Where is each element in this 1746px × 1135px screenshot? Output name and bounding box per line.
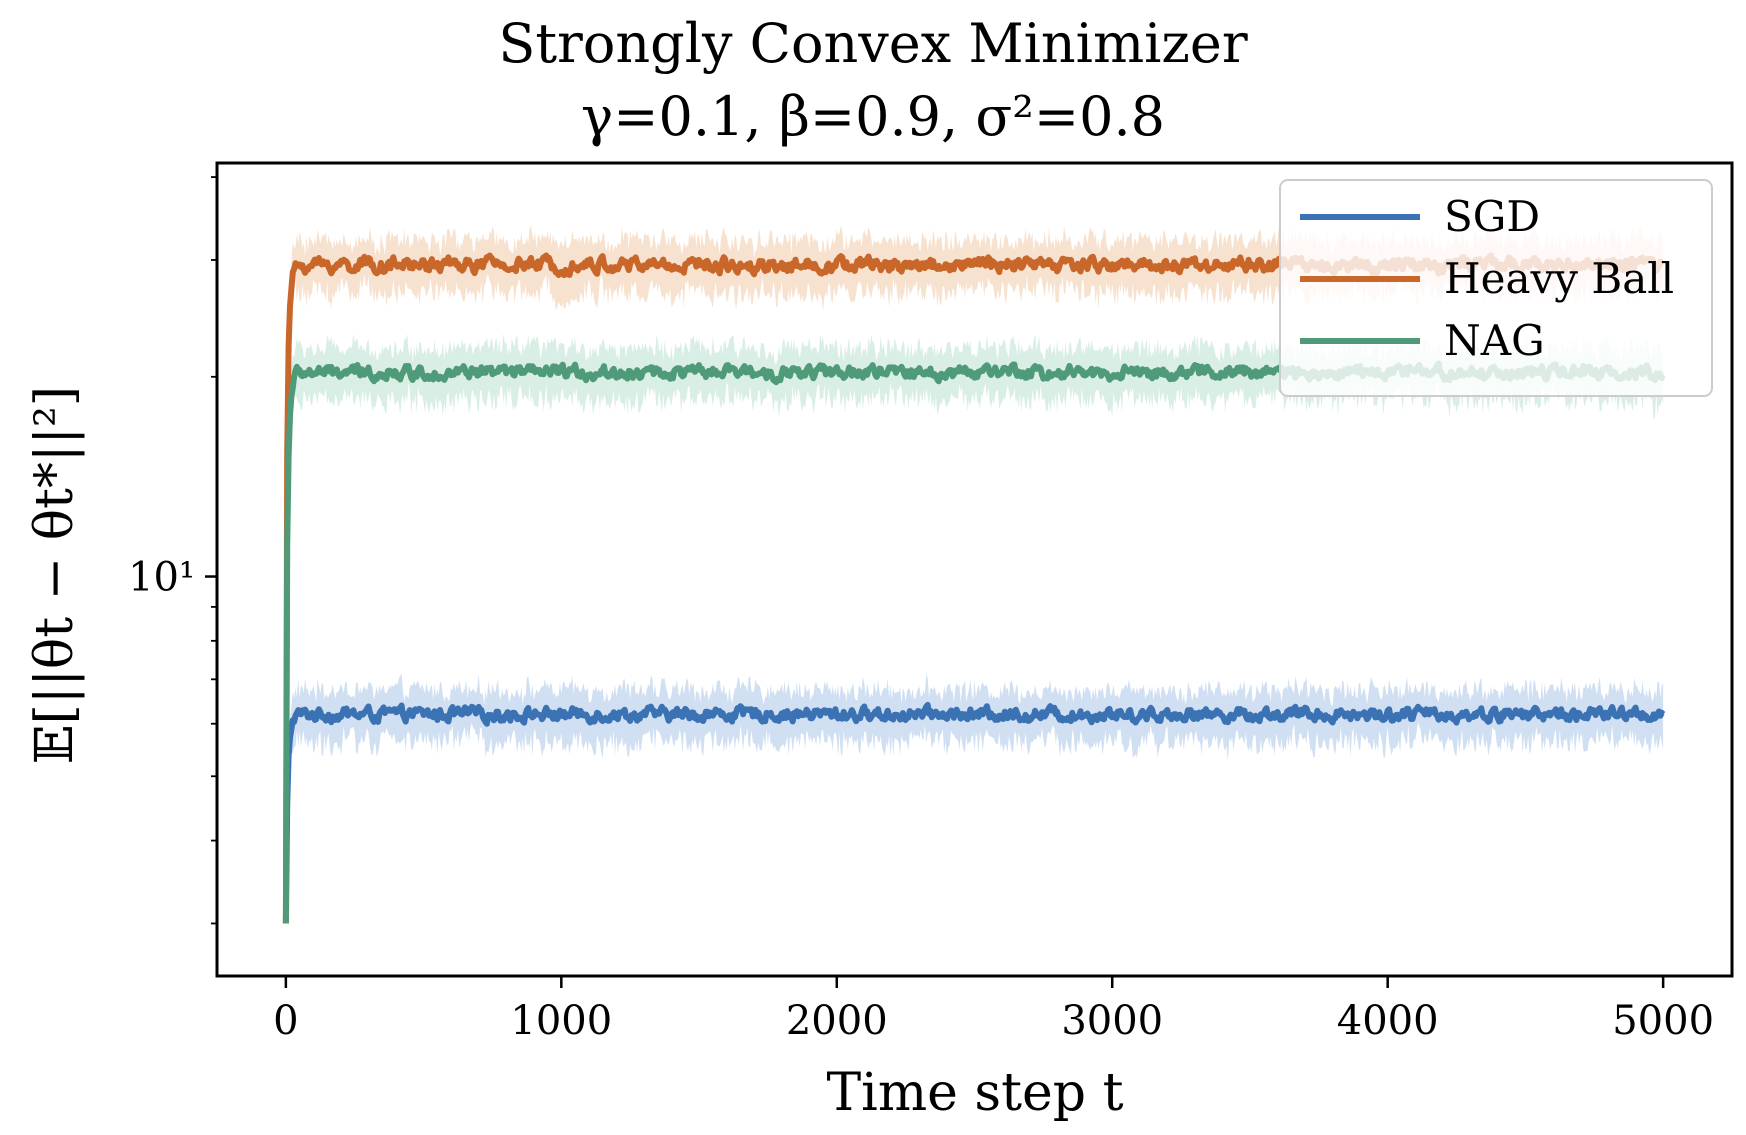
- y-ticks: 10¹: [128, 176, 217, 925]
- line-sgd: [282, 701, 1666, 924]
- plot-frame: [215, 161, 1734, 978]
- chart-title: Strongly Convex Minimizer: [498, 12, 1247, 75]
- x-tick-label: 4000: [1337, 998, 1439, 1044]
- x-axis-label: Time step t: [827, 1063, 1124, 1123]
- x-ticks: 0 1000 2000 3000 4000 5000: [273, 976, 1714, 1044]
- y-tick-label: 10¹: [128, 555, 195, 601]
- line-nag: [282, 360, 1666, 924]
- chart-subtitle: γ=0.1, β=0.9, σ²=0.8: [581, 85, 1165, 148]
- band-sgd: [285, 673, 1664, 924]
- x-tick-label: 0: [273, 998, 298, 1044]
- legend-label: NAG: [1444, 316, 1545, 365]
- legend: SGD Heavy Ball NAG: [1279, 179, 1713, 397]
- x-tick-label: 5000: [1612, 998, 1714, 1044]
- x-tick-label: 2000: [786, 998, 888, 1044]
- y-axis-label: 𝔼[||θt − θt*||²]: [25, 386, 85, 764]
- x-tick-label: 3000: [1061, 998, 1163, 1044]
- legend-label: SGD: [1444, 192, 1540, 241]
- band-nag: [285, 333, 1664, 924]
- legend-label: Heavy Ball: [1444, 254, 1674, 303]
- x-tick-label: 1000: [510, 998, 612, 1044]
